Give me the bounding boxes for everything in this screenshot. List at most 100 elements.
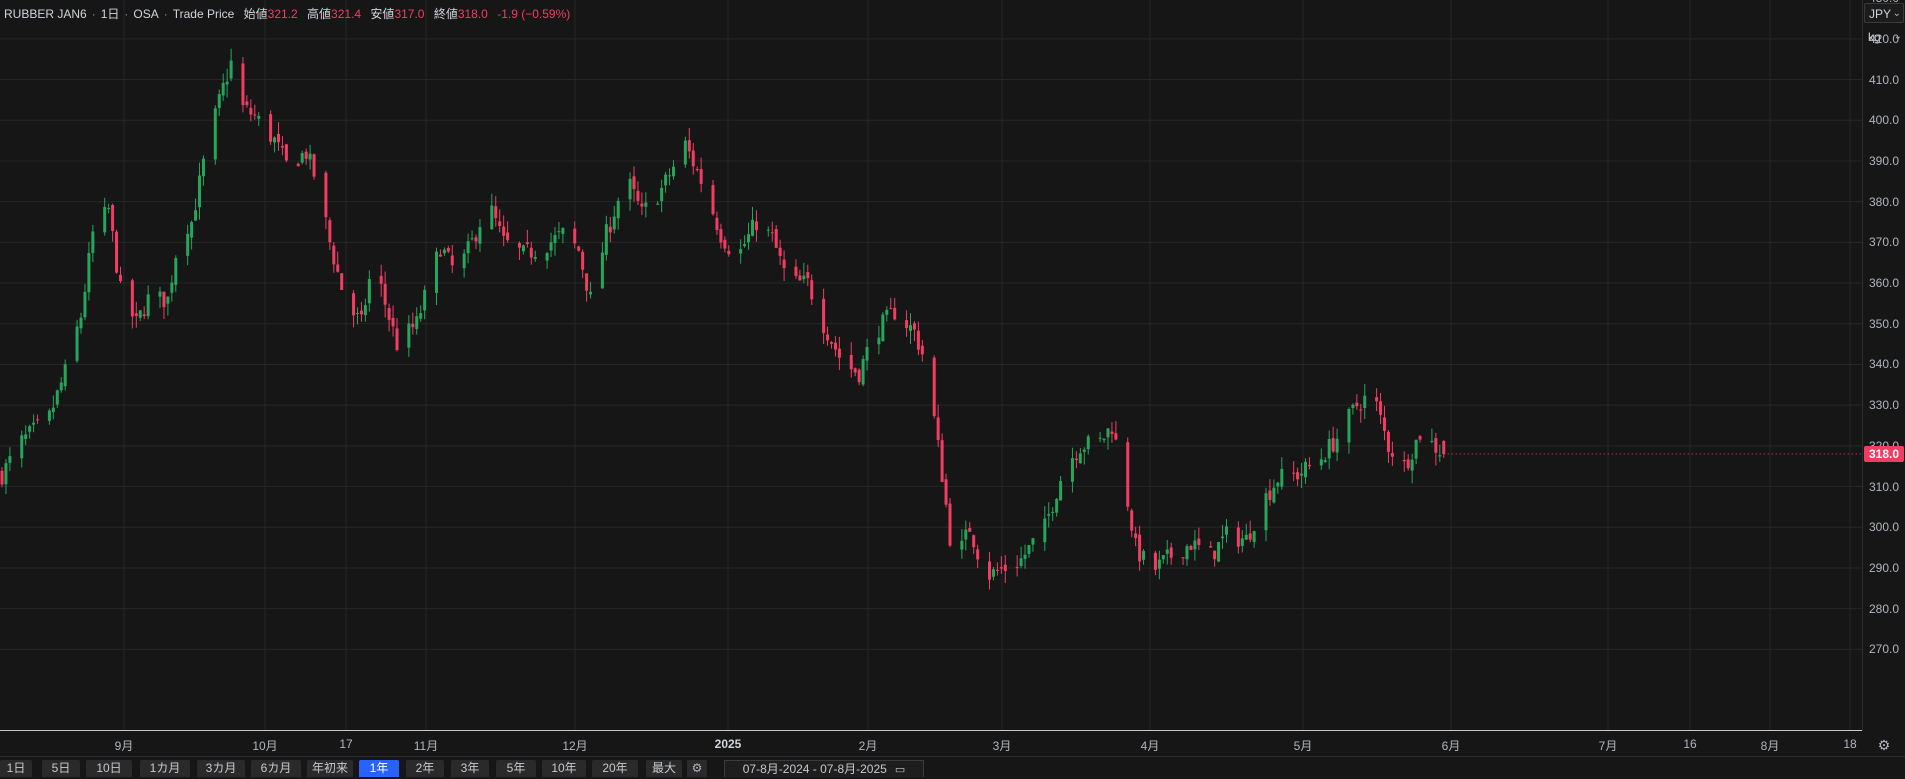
- range-button[interactable]: 3カ月: [197, 760, 245, 777]
- candle: [991, 566, 995, 581]
- candle-body: [1153, 552, 1157, 570]
- range-button[interactable]: 6カ月: [251, 760, 301, 777]
- range-button[interactable]: 年初来: [307, 760, 353, 777]
- candle-body: [363, 305, 367, 316]
- candle-body: [561, 228, 565, 234]
- candle-body: [1430, 440, 1434, 442]
- candle-body: [1047, 514, 1051, 516]
- range-button[interactable]: 2年: [406, 760, 444, 777]
- range-button[interactable]: 5日: [42, 760, 80, 777]
- candle: [683, 136, 687, 168]
- range-button[interactable]: 10年: [542, 760, 586, 777]
- candle-body: [1114, 433, 1118, 440]
- range-button[interactable]: 最大: [646, 760, 682, 777]
- currency-select[interactable]: JPY ⌄: [1864, 3, 1904, 23]
- candle: [1386, 430, 1390, 463]
- candle: [691, 143, 695, 175]
- candlestick-chart[interactable]: [0, 0, 1862, 730]
- candle: [770, 221, 774, 242]
- range-button[interactable]: 10日: [86, 760, 132, 777]
- range-button[interactable]: 5年: [496, 760, 536, 777]
- candle-body: [774, 228, 778, 248]
- candle-body: [1264, 493, 1268, 531]
- candle-body: [715, 217, 719, 231]
- candle: [604, 215, 608, 261]
- candle-body: [1355, 402, 1359, 407]
- candle: [525, 229, 529, 248]
- candle: [1414, 439, 1418, 465]
- candle: [1383, 405, 1386, 441]
- candle-body: [352, 293, 356, 316]
- price-axis[interactable]: JPY ⌄ kg ⌄ 430.0 420.0 410.0 400.0 390.0 380.…: [1862, 0, 1905, 730]
- candle: [948, 497, 952, 548]
- candle-body: [1213, 550, 1217, 560]
- candle-body: [585, 273, 589, 291]
- candle: [1217, 541, 1221, 563]
- candle: [1031, 537, 1035, 552]
- candle-body: [1221, 536, 1225, 539]
- time-axis[interactable]: 9月 10月 17 11月 12月 2025 2月 3月 4月 5月 6月 7月 16 8月 18: [0, 730, 1862, 757]
- candle-body: [1240, 538, 1244, 546]
- price-tick: 360.0: [1869, 276, 1900, 291]
- candle-body: [920, 345, 924, 355]
- range-button[interactable]: 1日: [0, 760, 32, 777]
- candle-body: [916, 330, 920, 350]
- chart-area[interactable]: RUBBER JAN6 · 1日 · OSA · Trade Price 始値321.2 高…: [0, 0, 1862, 730]
- candle-body: [1296, 472, 1300, 480]
- candle-body: [608, 226, 612, 233]
- range-button[interactable]: 20年: [592, 760, 638, 777]
- candle-body: [466, 241, 470, 254]
- candle: [407, 315, 411, 357]
- candle-body: [664, 174, 668, 186]
- range-button[interactable]: 3年: [451, 760, 489, 777]
- candle-body: [770, 232, 774, 234]
- candle-body: [861, 359, 865, 385]
- candle-body: [146, 294, 150, 317]
- candle-body: [1252, 531, 1256, 542]
- candle: [198, 162, 201, 220]
- candle: [83, 283, 87, 321]
- candle: [960, 528, 964, 559]
- legend-symbol: RUBBER JAN6: [4, 7, 87, 21]
- candle: [715, 211, 719, 235]
- range-button[interactable]: 1年: [359, 760, 399, 777]
- candle: [111, 203, 115, 242]
- candle: [1003, 555, 1007, 584]
- candle: [877, 325, 881, 355]
- date-range-picker[interactable]: 07-8月-2024 - 07-8月-2025 ▭: [724, 760, 924, 777]
- candle: [1390, 441, 1394, 466]
- candle-body: [1217, 541, 1221, 562]
- candle: [573, 221, 577, 249]
- range-settings-gear-icon[interactable]: ⚙: [687, 760, 707, 777]
- candle: [1331, 426, 1335, 454]
- candle-body: [1197, 538, 1201, 545]
- candle: [213, 105, 217, 165]
- candle-body: [932, 357, 936, 417]
- candle: [1375, 388, 1379, 412]
- candle-body: [1386, 431, 1390, 452]
- candle-body: [988, 561, 991, 580]
- candle-body: [59, 382, 63, 391]
- candle-body: [668, 175, 672, 177]
- candle-body: [103, 206, 107, 233]
- candle-body: [683, 140, 687, 165]
- candle: [328, 217, 332, 251]
- candle: [1347, 407, 1351, 454]
- candle-body: [213, 108, 217, 160]
- candle: [1363, 383, 1367, 420]
- chart-settings-gear-icon[interactable]: ⚙: [1877, 737, 1891, 753]
- candle-body: [1323, 460, 1327, 463]
- candle: [55, 389, 59, 409]
- time-tick: 2025: [714, 737, 742, 751]
- candle-body: [158, 291, 162, 297]
- candle-body: [699, 169, 703, 184]
- candle-body: [324, 172, 328, 218]
- candle-body: [810, 280, 814, 300]
- candle-body: [442, 249, 446, 254]
- candle: [849, 342, 853, 378]
- unit-select[interactable]: kg ⌄: [1864, 27, 1904, 47]
- candle-body: [739, 249, 743, 254]
- candle: [367, 270, 371, 312]
- candle: [257, 112, 261, 126]
- range-button[interactable]: 1カ月: [140, 760, 190, 777]
